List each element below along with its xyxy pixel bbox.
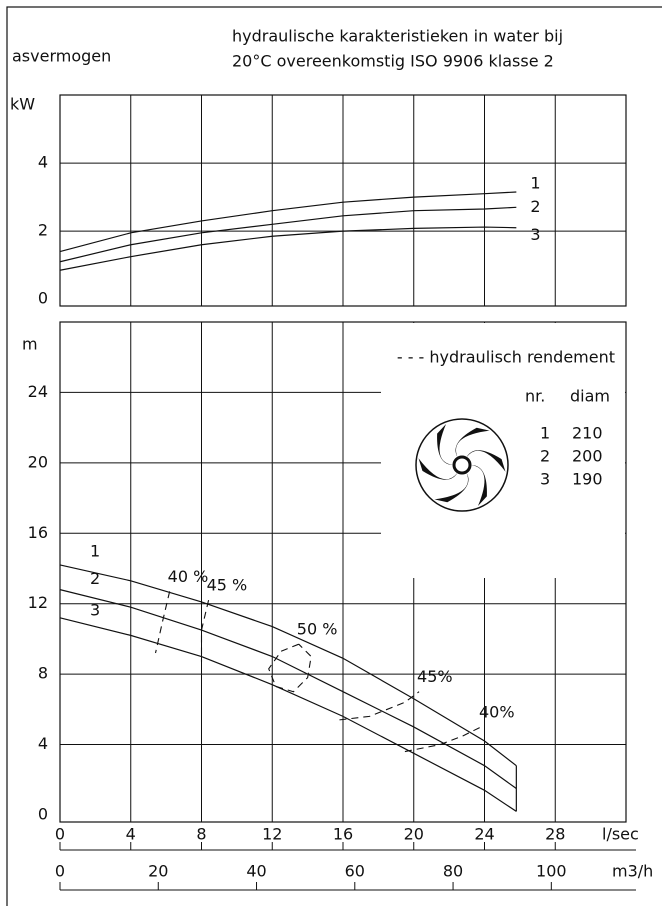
y-unit: m [22,335,38,354]
x2-tick-label: 100 [536,862,567,881]
curve [59,617,517,812]
curve-label: 3 [90,600,100,619]
y-tick-label: 4 [38,153,48,172]
curve-label: 2 [90,569,100,588]
impeller-vane [455,427,490,458]
x-tick-label: 12 [262,825,282,844]
plot-frame [59,321,627,823]
efficiency-curve [154,591,171,654]
efficiency-curve [200,600,210,662]
y-tick-label: 20 [28,452,48,471]
x2-unit: m3/h [612,862,653,881]
x-tick-label: 20 [404,825,424,844]
legend-header: nr. [525,387,545,406]
legend-nr: 2 [540,447,550,466]
y-tick-label: 0 [38,804,48,823]
plot-frame [59,94,627,307]
curve-label: 3 [530,225,540,244]
x2-tick-label: 0 [55,862,65,881]
x2-tick-label: 60 [345,862,365,881]
y-tick-label: 16 [28,523,48,542]
legend-title: - - - hydraulisch rendement [397,348,615,367]
x2-tick-label: 20 [148,862,168,881]
legend-header: diam [570,387,610,406]
impeller-vane [418,458,458,480]
efficiency-label: 45 % [207,576,248,595]
impeller-icon [415,418,509,512]
y-tick-label: 0 [38,289,48,308]
efficiency-curve [339,691,420,721]
efficiency-curve [404,726,482,753]
subtitle: 20°C overeenkomstig ISO 9906 klasse 2 [232,52,554,71]
legend-nr: 1 [540,424,550,443]
efficiency-label: 40% [479,702,515,721]
curve [59,226,517,271]
efficiency-label: 50 % [297,620,338,639]
x-unit: l/sec [602,825,639,844]
efficiency-label: 45% [417,667,453,686]
x-tick-label: 8 [196,825,206,844]
impeller-vane [466,450,506,472]
x-tick-label: 28 [545,825,565,844]
x2-tick-label: 40 [246,862,266,881]
curve-label: 2 [530,197,540,216]
legend-nr: 3 [540,470,550,489]
x-tick-label: 16 [333,825,353,844]
power-label: asvermogen [12,47,111,66]
legend-diam: 200 [572,447,603,466]
curve [59,191,517,253]
x2-tick-label: 80 [443,862,463,881]
y-tick-label: 8 [38,664,48,683]
impeller-hub [452,455,472,475]
y-unit: kW [10,95,35,114]
impeller-vane [471,465,487,507]
x-tick-label: 4 [126,825,136,844]
curve-label: 1 [530,173,540,192]
x-tick-label: 24 [474,825,494,844]
efficiency-label: 40 % [168,567,209,586]
legend-diam: 210 [572,424,603,443]
y-tick-label: 4 [38,734,48,753]
y-tick-label: 24 [28,382,48,401]
subtitle: hydraulische karakteristieken in water b… [232,27,563,46]
x-tick-label: 0 [55,825,65,844]
legend-diam: 190 [572,470,603,489]
curve [59,589,517,790]
y-tick-label: 12 [28,593,48,612]
curve [59,206,517,263]
curve-label: 1 [90,541,100,560]
y-tick-label: 2 [38,221,48,240]
impeller-vane [437,423,453,465]
efficiency-curve [268,643,312,693]
curve [59,564,517,767]
impeller-vane [434,472,469,503]
frame [6,6,662,906]
